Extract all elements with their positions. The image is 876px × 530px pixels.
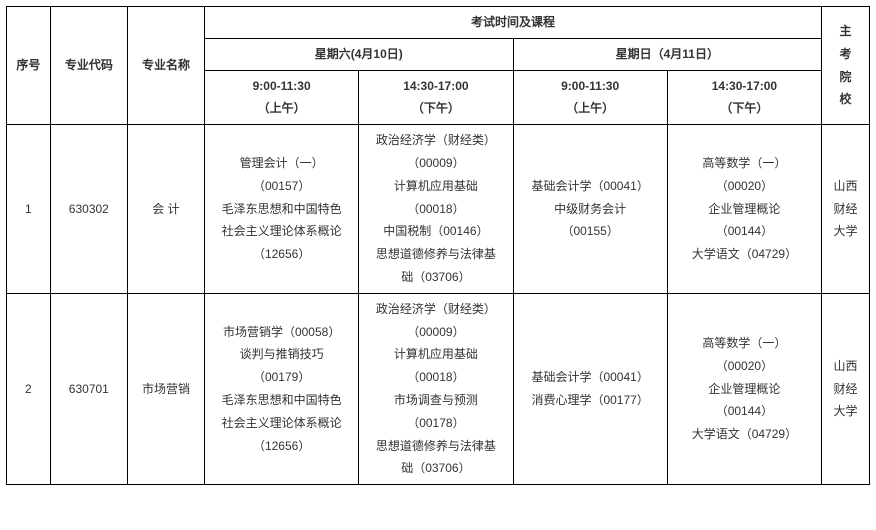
header-major-name: 专业名称	[127, 7, 204, 125]
course-line: 山西	[824, 175, 867, 198]
course-line: 企业管理概论	[670, 198, 819, 221]
header-sun-pm: 14:30-17:00 （下午）	[667, 70, 821, 125]
header-sat-pm: 14:30-17:00 （下午）	[359, 70, 513, 125]
time-label: 14:30-17:00	[670, 75, 819, 98]
course-line: （00018）	[361, 198, 510, 221]
exam-schedule-table: 序号 专业代码 专业名称 考试时间及课程 主考院校 星期六(4月10日) 星期日…	[6, 6, 870, 485]
table-row: 2630701市场营销市场营销学（00058）谈判与推销技巧（00179）毛泽东…	[7, 293, 870, 484]
header-institution-text: 主考院校	[824, 20, 867, 111]
course-line: 思想道德修养与法律基	[361, 243, 510, 266]
course-line: 市场调查与预测	[361, 389, 510, 412]
course-line: 础（03706）	[361, 266, 510, 289]
header-sat-am: 9:00-11:30 （上午）	[205, 70, 359, 125]
course-line: （12656）	[207, 435, 356, 458]
cell-major-name: 市场营销	[127, 293, 204, 484]
course-line: 社会主义理论体系概论	[207, 412, 356, 435]
time-sublabel: （上午）	[516, 97, 665, 120]
course-line: （00009）	[361, 152, 510, 175]
course-line: 础（03706）	[361, 457, 510, 480]
course-line: 市场营销学（00058）	[207, 321, 356, 344]
course-line: （00018）	[361, 366, 510, 389]
time-sublabel: （下午）	[361, 97, 510, 120]
course-line: 大学	[824, 400, 867, 423]
course-line: 基础会计学（00041）	[516, 366, 665, 389]
course-line: 社会主义理论体系概论	[207, 220, 356, 243]
course-line: 高等数学（一）	[670, 152, 819, 175]
cell-sat-am: 管理会计（一）（00157）毛泽东思想和中国特色社会主义理论体系概论（12656…	[205, 125, 359, 294]
time-sublabel: （上午）	[207, 97, 356, 120]
course-line: （00155）	[516, 220, 665, 243]
header-day-sat: 星期六(4月10日)	[205, 38, 514, 70]
course-line: （00144）	[670, 400, 819, 423]
cell-sun-pm: 高等数学（一）（00020）企业管理概论（00144）大学语文（04729）	[667, 125, 821, 294]
course-line: （00179）	[207, 366, 356, 389]
time-label: 9:00-11:30	[207, 75, 356, 98]
time-sublabel: （下午）	[670, 97, 819, 120]
cell-sat-pm: 政治经济学（财经类）（00009）计算机应用基础（00018）中国税制（0014…	[359, 125, 513, 294]
header-exam: 考试时间及课程	[205, 7, 822, 39]
course-line: （00178）	[361, 412, 510, 435]
cell-major-name: 会 计	[127, 125, 204, 294]
table-body: 1630302会 计管理会计（一）（00157）毛泽东思想和中国特色社会主义理论…	[7, 125, 870, 485]
cell-major-code: 630302	[50, 125, 127, 294]
cell-sat-am: 市场营销学（00058）谈判与推销技巧（00179）毛泽东思想和中国特色社会主义…	[205, 293, 359, 484]
course-line: （00144）	[670, 220, 819, 243]
course-line: 毛泽东思想和中国特色	[207, 198, 356, 221]
cell-seq: 2	[7, 293, 51, 484]
course-line: 基础会计学（00041）	[516, 175, 665, 198]
cell-seq: 1	[7, 125, 51, 294]
cell-sun-am: 基础会计学（00041）中级财务会计（00155）	[513, 125, 667, 294]
course-line: 财经	[824, 378, 867, 401]
course-line: 计算机应用基础	[361, 343, 510, 366]
course-line: 谈判与推销技巧	[207, 343, 356, 366]
time-label: 14:30-17:00	[361, 75, 510, 98]
course-line: 财经	[824, 198, 867, 221]
header-sun-am: 9:00-11:30 （上午）	[513, 70, 667, 125]
header-institution: 主考院校	[822, 7, 870, 125]
cell-institution: 山西财经大学	[822, 125, 870, 294]
header-seq: 序号	[7, 7, 51, 125]
cell-institution: 山西财经大学	[822, 293, 870, 484]
header-major-code: 专业代码	[50, 7, 127, 125]
course-line: 毛泽东思想和中国特色	[207, 389, 356, 412]
course-line: （12656）	[207, 243, 356, 266]
course-line: （00009）	[361, 321, 510, 344]
course-line: 消费心理学（00177）	[516, 389, 665, 412]
course-line: 高等数学（一）	[670, 332, 819, 355]
course-line: 计算机应用基础	[361, 175, 510, 198]
course-line: 大学语文（04729）	[670, 243, 819, 266]
course-line: 政治经济学（财经类）	[361, 298, 510, 321]
course-line: 大学语文（04729）	[670, 423, 819, 446]
course-line: 大学	[824, 220, 867, 243]
time-label: 9:00-11:30	[516, 75, 665, 98]
course-line: 山西	[824, 355, 867, 378]
cell-sat-pm: 政治经济学（财经类）（00009）计算机应用基础（00018）市场调查与预测（0…	[359, 293, 513, 484]
course-line: 管理会计（一）	[207, 152, 356, 175]
course-line: 政治经济学（财经类）	[361, 129, 510, 152]
header-day-sun: 星期日（4月11日）	[513, 38, 822, 70]
course-line: 企业管理概论	[670, 378, 819, 401]
course-line: （00020）	[670, 355, 819, 378]
course-line: 思想道德修养与法律基	[361, 435, 510, 458]
course-line: 中国税制（00146）	[361, 220, 510, 243]
cell-major-code: 630701	[50, 293, 127, 484]
course-line: （00020）	[670, 175, 819, 198]
cell-sun-am: 基础会计学（00041）消费心理学（00177）	[513, 293, 667, 484]
course-line: 中级财务会计	[516, 198, 665, 221]
table-row: 1630302会 计管理会计（一）（00157）毛泽东思想和中国特色社会主义理论…	[7, 125, 870, 294]
cell-sun-pm: 高等数学（一）（00020）企业管理概论（00144）大学语文（04729）	[667, 293, 821, 484]
course-line: （00157）	[207, 175, 356, 198]
